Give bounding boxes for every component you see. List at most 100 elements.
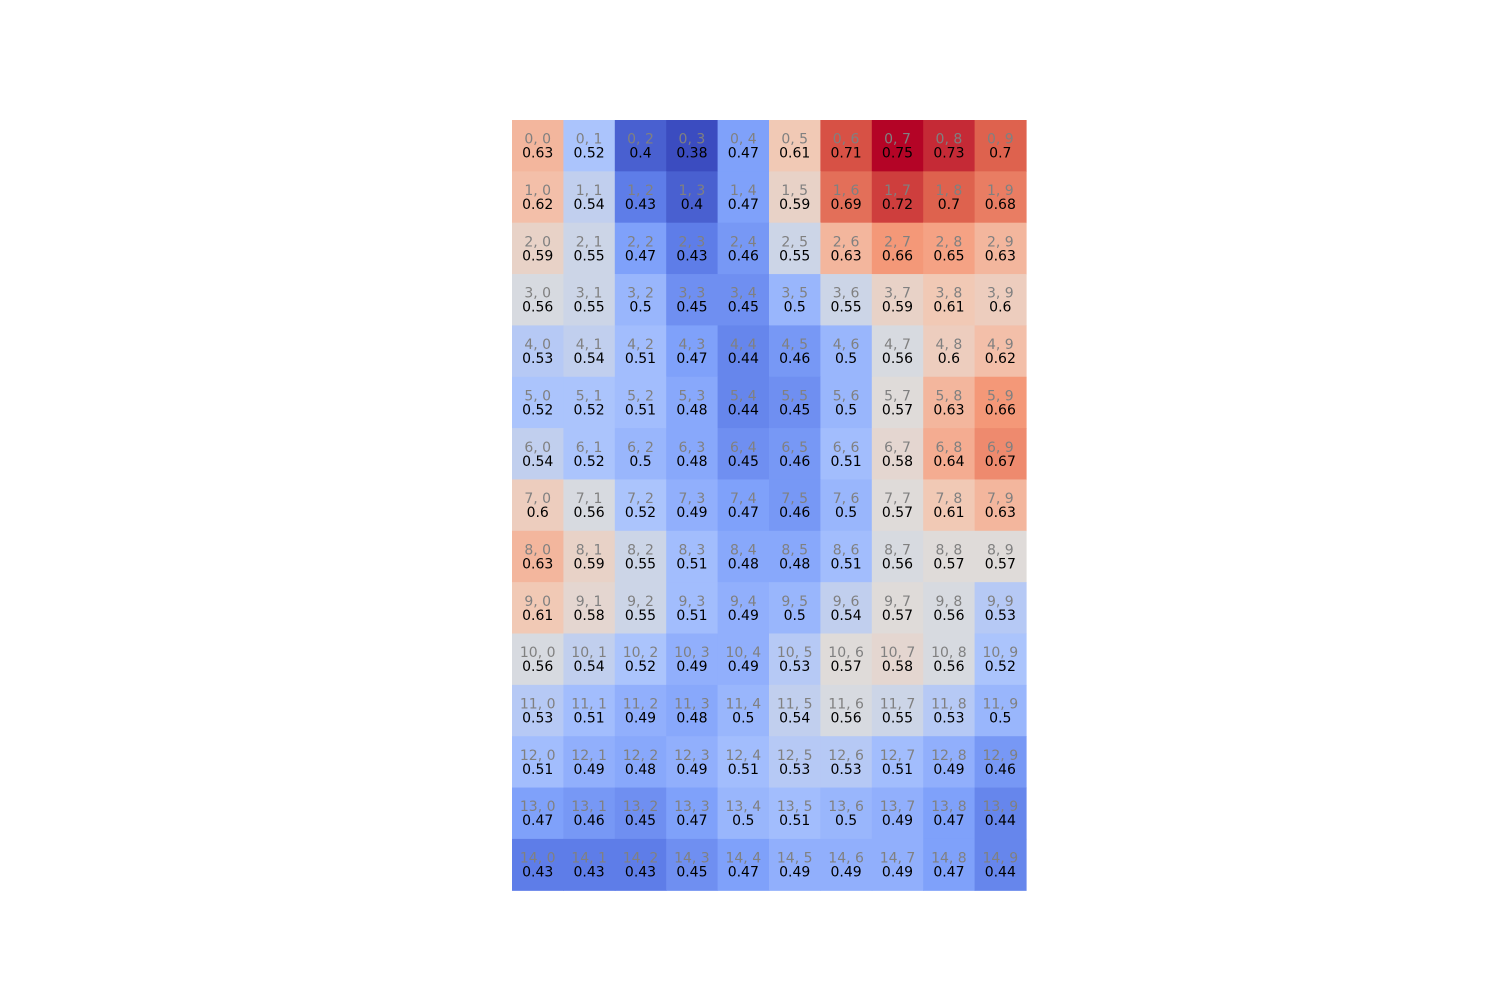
- cell-index-label: 14, 3: [674, 851, 710, 867]
- cell-index-label: 14, 4: [725, 851, 761, 867]
- heatmap-cell: [820, 120, 873, 172]
- cell-index-label: 1, 6: [833, 183, 860, 199]
- cell-index-label: 12, 4: [725, 748, 761, 764]
- cell-value-label: 0.54: [831, 608, 862, 624]
- cell-value-label: 0.53: [779, 762, 810, 778]
- cell-value-label: 0.53: [985, 608, 1016, 624]
- cell-value-label: 0.66: [985, 402, 1016, 418]
- cell-value-label: 0.46: [574, 813, 605, 829]
- cell-value-label: 0.49: [831, 865, 862, 881]
- cell-index-label: 5, 5: [781, 388, 808, 404]
- heatmap-cell: [512, 428, 564, 481]
- cell-value-label: 0.64: [933, 454, 964, 470]
- cell-value-label: 0.38: [676, 146, 707, 162]
- heatmap-cell: [769, 684, 821, 737]
- cell-index-label: 2, 6: [833, 234, 860, 250]
- cell-value-label: 0.59: [522, 248, 553, 264]
- cell-index-label: 7, 1: [576, 491, 603, 507]
- cell-index-label: 10, 2: [623, 645, 659, 661]
- cell-index-label: 13, 4: [725, 799, 761, 815]
- cell-value-label: 0.5: [629, 300, 651, 316]
- cell-index-label: 8, 6: [833, 542, 860, 558]
- cell-value-label: 0.56: [882, 556, 913, 572]
- heatmap-cell: [512, 530, 564, 583]
- heatmap-cell: [717, 376, 770, 429]
- cell-value-label: 0.46: [779, 454, 810, 470]
- heatmap-cell: [871, 787, 924, 840]
- cell-value-label: 0.51: [831, 556, 862, 572]
- cell-index-label: 0, 2: [627, 132, 654, 148]
- heatmap-cell: [563, 120, 616, 172]
- cell-value-label: 0.56: [933, 659, 964, 675]
- cell-value-label: 0.54: [574, 659, 605, 675]
- cell-index-label: 11, 2: [623, 697, 659, 713]
- cell-index-label: 2, 1: [576, 234, 603, 250]
- cell-value-label: 0.45: [728, 454, 759, 470]
- heatmap-cell: [614, 274, 667, 326]
- cell-index-label: 13, 6: [828, 799, 864, 815]
- heatmap-cell: [666, 736, 719, 789]
- cell-index-label: 2, 4: [730, 234, 757, 250]
- heatmap-cell: [974, 376, 1027, 429]
- cell-index-label: 5, 9: [987, 388, 1014, 404]
- heatmap-cell: [614, 120, 667, 172]
- heatmap-cells: [512, 120, 1027, 891]
- cell-index-label: 3, 1: [576, 286, 603, 302]
- cell-index-label: 4, 4: [730, 337, 757, 353]
- heatmap-cell: [820, 838, 873, 891]
- cell-index-label: 3, 6: [833, 286, 860, 302]
- heatmap-cell: [717, 274, 770, 326]
- cell-value-label: 0.44: [728, 402, 759, 418]
- cell-index-label: 11, 7: [880, 697, 916, 713]
- cell-value-label: 0.65: [933, 248, 964, 264]
- cell-value-label: 0.63: [933, 402, 964, 418]
- cell-index-label: 4, 3: [679, 337, 706, 353]
- heatmap-cell: [512, 838, 564, 891]
- heatmap-cell: [974, 120, 1027, 172]
- cell-value-label: 0.47: [522, 813, 553, 829]
- cell-index-label: 9, 9: [987, 594, 1014, 610]
- cell-index-label: 7, 8: [936, 491, 963, 507]
- heatmap-cell: [717, 684, 770, 737]
- cell-index-label: 11, 8: [931, 697, 967, 713]
- heatmap-cell: [769, 582, 821, 635]
- cell-value-label: 0.52: [625, 659, 656, 675]
- heatmap-cell: [769, 530, 821, 583]
- cell-value-label: 0.51: [831, 454, 862, 470]
- cell-index-label: 5, 6: [833, 388, 860, 404]
- cell-value-label: 0.57: [882, 402, 913, 418]
- heatmap-cell: [974, 428, 1027, 481]
- cell-value-label: 0.48: [676, 402, 707, 418]
- cell-value-label: 0.52: [574, 146, 605, 162]
- cell-index-label: 1, 4: [730, 183, 757, 199]
- heatmap-cell: [871, 428, 924, 481]
- cell-value-label: 0.62: [522, 197, 553, 213]
- heatmap-cell: [923, 838, 976, 891]
- cell-value-label: 0.43: [625, 865, 656, 881]
- cell-index-label: 7, 6: [833, 491, 860, 507]
- cell-index-label: 2, 5: [781, 234, 808, 250]
- heatmap-cell: [563, 325, 616, 378]
- heatmap-cell: [769, 428, 821, 481]
- heatmap-cell: [820, 222, 873, 275]
- heatmap-cell: [666, 428, 719, 481]
- cell-index-label: 4, 9: [987, 337, 1014, 353]
- cell-index-label: 4, 7: [884, 337, 911, 353]
- cell-value-label: 0.4: [629, 146, 651, 162]
- cell-value-label: 0.44: [985, 865, 1016, 881]
- cell-index-label: 5, 3: [679, 388, 706, 404]
- cell-index-label: 7, 2: [627, 491, 654, 507]
- cell-value-label: 0.44: [985, 813, 1016, 829]
- cell-value-label: 0.49: [779, 865, 810, 881]
- cell-index-label: 6, 7: [884, 440, 911, 456]
- heatmap-cell: [871, 325, 924, 378]
- heatmap-cell: [666, 530, 719, 583]
- cell-value-label: 0.56: [574, 505, 605, 521]
- heatmap-cell: [923, 736, 976, 789]
- heatmap-cell: [820, 428, 873, 481]
- heatmap-cell: [820, 479, 873, 532]
- cell-value-label: 0.48: [625, 762, 656, 778]
- heatmap-cell: [974, 787, 1027, 840]
- cell-value-label: 0.47: [728, 865, 759, 881]
- cell-value-label: 0.61: [779, 146, 810, 162]
